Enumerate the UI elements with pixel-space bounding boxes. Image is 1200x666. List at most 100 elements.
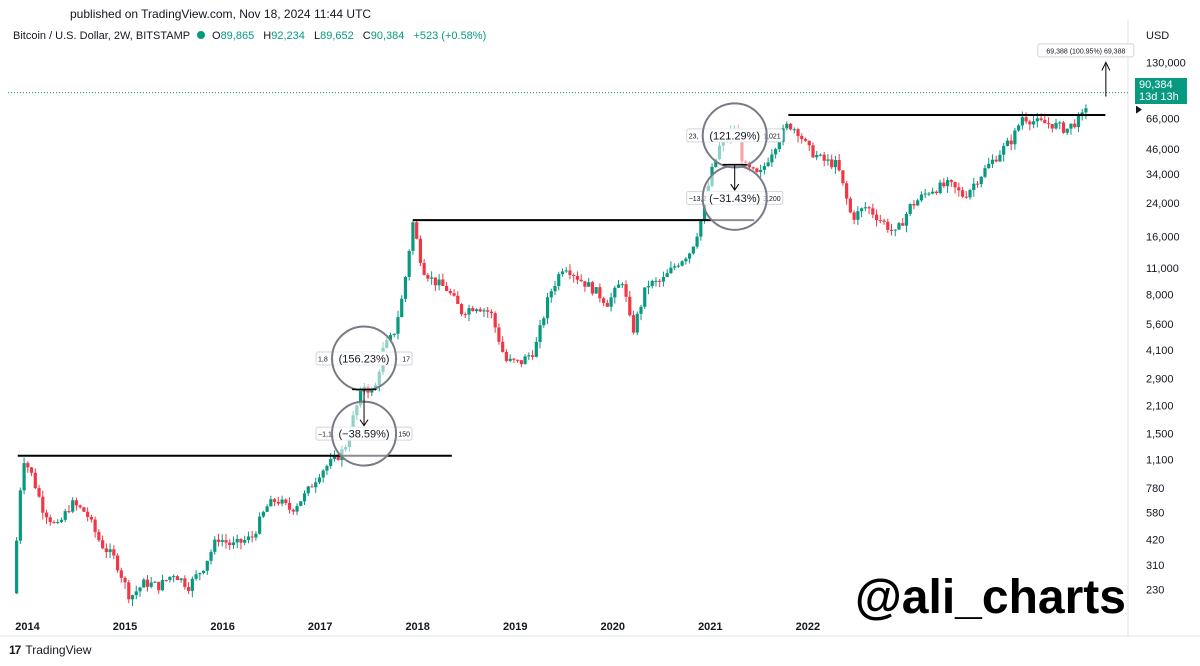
candle-body [486, 310, 490, 312]
x-tick-label: 2019 [503, 621, 527, 633]
candle-body [142, 579, 146, 588]
y-tick-label: 8,000 [1146, 289, 1174, 301]
candle-body [426, 274, 430, 279]
candle-body [631, 315, 636, 333]
candle-body [411, 222, 415, 251]
candle-body [508, 358, 512, 361]
candle-body [661, 277, 666, 282]
candle-body [874, 214, 879, 221]
candle-body [822, 154, 826, 161]
candle-body [1050, 124, 1054, 129]
candle-body [209, 551, 213, 561]
candle-body [239, 538, 243, 543]
candle-body [534, 341, 538, 357]
candle-body [370, 390, 374, 393]
y-tick-label: 4,100 [1146, 345, 1174, 357]
candle-body [134, 591, 138, 596]
candle-body [168, 576, 172, 581]
candle-body [452, 293, 456, 296]
candle-body [699, 220, 703, 237]
candle-body [254, 533, 258, 538]
candle-body [265, 506, 269, 512]
candle-body [871, 208, 875, 215]
candle-body [882, 220, 886, 222]
candle-body [788, 123, 793, 130]
open-value: 89,865 [220, 30, 255, 42]
candle-body [78, 505, 82, 508]
high-value: 92,234 [271, 30, 305, 42]
candle-body [762, 166, 766, 170]
candle-body [673, 266, 677, 268]
candle-body [119, 570, 123, 578]
candle-body [246, 536, 251, 540]
candle-body [867, 207, 871, 209]
candle-body [751, 167, 755, 169]
candle-body [15, 540, 19, 594]
x-tick-label: 2021 [698, 621, 722, 633]
measure-percent-label: (156.23%) [339, 353, 390, 365]
candle-body [489, 311, 494, 314]
candle-body [86, 511, 90, 517]
candle-body [572, 274, 576, 277]
candle-body [422, 262, 426, 275]
candle-body [1035, 118, 1039, 122]
candle-body [437, 279, 441, 286]
candle-body [1002, 145, 1006, 155]
candle-body [26, 463, 30, 468]
tradingview-brand: TradingView [25, 643, 92, 657]
candle-body [886, 221, 890, 230]
candle-body [545, 297, 550, 319]
candle-body [444, 285, 449, 291]
candle-body [676, 265, 680, 267]
candle-body [52, 522, 56, 524]
candle-body [123, 577, 127, 583]
candle-body [358, 390, 363, 406]
currency-label[interactable]: USD [1146, 30, 1170, 42]
candle-body [803, 139, 808, 141]
candle-body [1080, 112, 1084, 115]
candle-body [516, 359, 520, 361]
candle-body [818, 154, 823, 156]
candle-body [459, 304, 464, 315]
candle-body [1024, 117, 1028, 122]
candle-body [519, 360, 523, 365]
y-tick-label: 1,500 [1146, 429, 1174, 441]
x-tick-label: 2014 [15, 621, 40, 633]
candle-body [157, 581, 161, 591]
last-price: 90,384 [1139, 79, 1173, 91]
candle-body [542, 318, 546, 326]
candle-body [250, 536, 254, 538]
measure-arrow [359, 419, 369, 427]
candle-body [530, 355, 535, 357]
candle-body [48, 517, 52, 523]
candle-body [620, 284, 624, 286]
candle-body [145, 579, 150, 587]
axis-marker-icon [1136, 105, 1142, 114]
candle-body [1017, 125, 1021, 131]
candle-body [624, 284, 628, 297]
y-tick-label: 780 [1146, 483, 1164, 495]
candle-body [504, 351, 509, 361]
tradingview-logo[interactable]: 17 TradingView [9, 643, 91, 657]
candle-body [897, 223, 901, 230]
candle-body [639, 306, 643, 314]
measure-right-fragment: 3,200 [763, 196, 781, 203]
candle-body [407, 250, 411, 277]
candle-body [684, 258, 688, 262]
candle-body [837, 159, 841, 171]
symbol-legend: Bitcoin / U.S. Dollar, 2W, BITSTAMP O89,… [13, 30, 486, 42]
x-tick-label: 2020 [601, 621, 625, 633]
candle-body [512, 358, 516, 360]
candle-body [590, 282, 594, 294]
candle-body [310, 486, 314, 488]
candle-body [579, 279, 583, 282]
candle-body [400, 298, 404, 318]
candle-body [101, 540, 105, 549]
candle-body [41, 496, 45, 513]
symbol-name[interactable]: Bitcoin / U.S. Dollar, 2W, BITSTAMP [13, 30, 190, 42]
candle-body [560, 271, 565, 275]
candle-body [228, 542, 232, 546]
candle-body [261, 511, 265, 517]
y-tick-label: 1,100 [1146, 454, 1174, 466]
